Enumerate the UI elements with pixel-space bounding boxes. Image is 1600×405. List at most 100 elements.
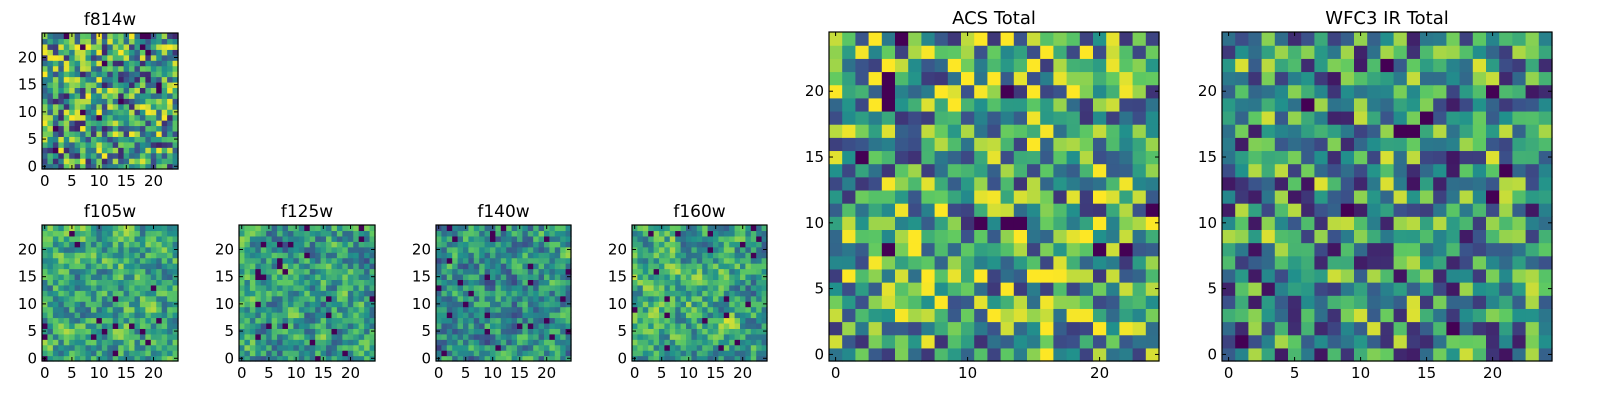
heatmap-cell [96, 49, 103, 56]
heatmap-cell [52, 317, 59, 324]
heatmap-cell [921, 84, 936, 99]
heatmap-cell [129, 295, 136, 302]
heatmap-cell [1367, 347, 1381, 362]
heatmap-cell [653, 263, 660, 270]
heatmap-cell [675, 263, 682, 270]
heatmap-cell [1288, 124, 1302, 138]
heatmap-cell [511, 290, 518, 297]
heatmap-cell [112, 350, 119, 357]
heatmap-cell [1420, 255, 1434, 270]
heatmap-cell [342, 252, 349, 259]
heatmap-cell [63, 306, 70, 313]
heatmap-cell [1040, 163, 1054, 178]
heatmap-cell [101, 141, 108, 148]
heatmap-cell [908, 268, 922, 283]
heatmap-cell [287, 279, 294, 286]
heatmap-cell [908, 84, 922, 99]
heatmap-cell [90, 109, 97, 116]
y-tick-label: 15 [608, 268, 627, 286]
heatmap-cell [500, 252, 507, 259]
heatmap-cell [358, 317, 365, 324]
heatmap-cell [908, 163, 922, 178]
heatmap-cell [331, 279, 338, 286]
heatmap-cell [718, 322, 725, 329]
heatmap-cell [479, 355, 486, 362]
heatmap-cell [161, 290, 168, 297]
heatmap-cell [632, 317, 638, 324]
heatmap-cell [1459, 189, 1474, 204]
heatmap-cell [436, 344, 442, 351]
heatmap-cell [58, 350, 65, 357]
heatmap-cell [1066, 97, 1081, 112]
heatmap-cell [74, 279, 81, 286]
heatmap-cell [664, 279, 671, 286]
heatmap-cell [1222, 150, 1236, 165]
heatmap-cell [745, 235, 752, 242]
heatmap-cell [1327, 58, 1342, 73]
heatmap-cell [74, 163, 81, 170]
heatmap-cell [734, 333, 741, 340]
heatmap-cell [974, 32, 988, 46]
heatmap-cell [517, 301, 523, 308]
heatmap-cell [139, 257, 146, 264]
heatmap-cell [686, 339, 692, 346]
heatmap-cell [80, 65, 87, 72]
heatmap-cell [239, 322, 246, 329]
heatmap-cell [1248, 242, 1263, 257]
heatmap-cell [293, 301, 300, 308]
heatmap-cell [277, 339, 284, 346]
heatmap-cell [1393, 268, 1408, 283]
heatmap-cell [549, 279, 556, 286]
heatmap-cell [436, 339, 442, 346]
heatmap-cell [554, 333, 561, 340]
heatmap-cell [565, 230, 572, 237]
heatmap-cell [452, 284, 459, 291]
heatmap-cell [908, 176, 922, 191]
heatmap-cell [80, 76, 87, 83]
heatmap-cell [495, 235, 502, 242]
heatmap-cell [1301, 321, 1315, 336]
heatmap-cell [74, 257, 81, 264]
heatmap-cell [255, 225, 262, 232]
heatmap-cell [947, 282, 962, 296]
heatmap-cell [921, 110, 936, 125]
heatmap-cell [42, 120, 49, 127]
heatmap-cell [484, 301, 491, 308]
heatmap-cell [1380, 308, 1395, 323]
heatmap-cell [527, 306, 534, 313]
heatmap-cell [80, 241, 87, 248]
heatmap-cell [118, 125, 125, 132]
heatmap-cell [150, 290, 157, 297]
heatmap-cell [441, 246, 448, 253]
heatmap-cell [277, 355, 284, 362]
heatmap-cell [96, 246, 103, 253]
heatmap-cell [740, 344, 746, 351]
heatmap-cell [304, 246, 311, 253]
heatmap-cell [90, 120, 97, 127]
heatmap-cell [554, 241, 561, 248]
heatmap-cell [129, 344, 136, 351]
heatmap-cell [554, 312, 561, 319]
heatmap-cell [1380, 45, 1395, 59]
heatmap-cell [1472, 84, 1487, 99]
heatmap-cell [1222, 347, 1236, 362]
heatmap-cell [1013, 282, 1028, 296]
heatmap-cell [336, 235, 343, 242]
heatmap-cell [156, 125, 163, 132]
heatmap-cell [287, 225, 294, 232]
heatmap-cell [1459, 308, 1474, 323]
heatmap-cell [58, 246, 65, 253]
heatmap-cell [1327, 255, 1342, 270]
heatmap-cell [538, 225, 545, 232]
heatmap-cell [1393, 216, 1408, 230]
heatmap-cell [80, 120, 87, 127]
heatmap-cell [1393, 110, 1408, 125]
heatmap-cell [881, 308, 896, 323]
heatmap-cell [1380, 137, 1395, 152]
chart-title: f814w [84, 10, 136, 30]
heatmap-cell [85, 284, 92, 291]
heatmap-cell [293, 295, 300, 302]
heatmap-cell [675, 317, 682, 324]
heatmap-cell [1132, 97, 1147, 112]
heatmap-cell [723, 312, 730, 319]
